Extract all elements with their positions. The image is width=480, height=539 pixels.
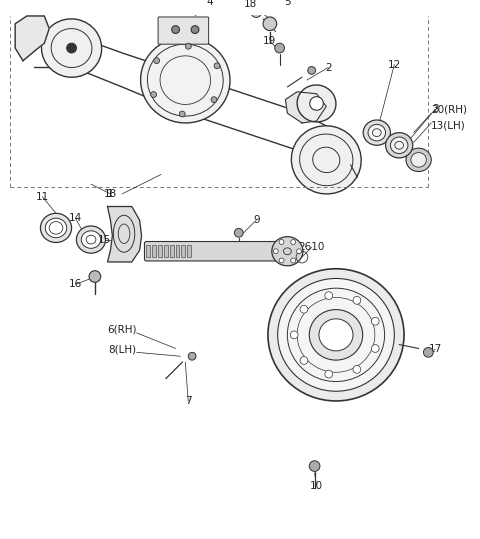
Ellipse shape bbox=[277, 279, 394, 391]
Ellipse shape bbox=[268, 269, 404, 401]
Circle shape bbox=[263, 17, 276, 31]
Text: 11: 11 bbox=[36, 192, 49, 202]
Polygon shape bbox=[15, 16, 49, 61]
Text: 18: 18 bbox=[104, 189, 117, 199]
Bar bbox=[164, 245, 168, 257]
Bar bbox=[170, 245, 174, 257]
Circle shape bbox=[372, 317, 379, 325]
Text: 6(RH): 6(RH) bbox=[107, 325, 137, 335]
Bar bbox=[158, 245, 162, 257]
Text: 13(LH): 13(LH) bbox=[431, 121, 466, 131]
Polygon shape bbox=[286, 92, 326, 123]
Circle shape bbox=[300, 305, 308, 313]
FancyBboxPatch shape bbox=[158, 17, 209, 44]
Ellipse shape bbox=[385, 133, 413, 158]
Ellipse shape bbox=[406, 148, 431, 171]
Text: 2: 2 bbox=[325, 63, 332, 73]
Text: 18: 18 bbox=[244, 0, 257, 9]
Circle shape bbox=[211, 96, 217, 102]
Ellipse shape bbox=[363, 120, 390, 146]
Circle shape bbox=[423, 348, 433, 357]
Text: 4: 4 bbox=[206, 0, 213, 8]
Polygon shape bbox=[108, 206, 142, 262]
Text: 5: 5 bbox=[284, 0, 291, 8]
Ellipse shape bbox=[291, 126, 361, 194]
Ellipse shape bbox=[76, 226, 106, 253]
Text: 14: 14 bbox=[69, 213, 82, 223]
Circle shape bbox=[154, 58, 159, 64]
Text: 17: 17 bbox=[429, 344, 442, 355]
Text: 3: 3 bbox=[432, 105, 438, 114]
Circle shape bbox=[309, 461, 320, 472]
Bar bbox=[146, 245, 150, 257]
Circle shape bbox=[172, 26, 180, 33]
Circle shape bbox=[290, 331, 298, 338]
Text: 19: 19 bbox=[263, 36, 276, 46]
Text: 7: 7 bbox=[185, 396, 192, 406]
Circle shape bbox=[308, 66, 315, 74]
Circle shape bbox=[310, 96, 324, 110]
Circle shape bbox=[372, 344, 379, 353]
Bar bbox=[187, 245, 191, 257]
Ellipse shape bbox=[45, 218, 67, 238]
Circle shape bbox=[180, 111, 185, 117]
Text: 10: 10 bbox=[310, 481, 323, 490]
Circle shape bbox=[297, 249, 301, 254]
Ellipse shape bbox=[297, 85, 336, 122]
Ellipse shape bbox=[272, 237, 303, 266]
Text: 1: 1 bbox=[107, 189, 114, 199]
Ellipse shape bbox=[81, 231, 101, 248]
Circle shape bbox=[151, 92, 156, 98]
Text: 12: 12 bbox=[388, 60, 401, 70]
Circle shape bbox=[291, 258, 296, 263]
Text: 20(RH): 20(RH) bbox=[431, 105, 467, 114]
Circle shape bbox=[275, 43, 285, 53]
Circle shape bbox=[279, 258, 284, 263]
Circle shape bbox=[89, 271, 101, 282]
Circle shape bbox=[300, 357, 308, 364]
Bar bbox=[176, 245, 180, 257]
Circle shape bbox=[251, 7, 262, 17]
Bar bbox=[152, 245, 156, 257]
Ellipse shape bbox=[319, 319, 353, 351]
Text: 8(LH): 8(LH) bbox=[108, 344, 137, 355]
Ellipse shape bbox=[368, 125, 385, 141]
Text: 2610: 2610 bbox=[299, 243, 325, 252]
Circle shape bbox=[325, 292, 333, 300]
Ellipse shape bbox=[41, 19, 102, 77]
Circle shape bbox=[279, 239, 284, 244]
Text: 9: 9 bbox=[253, 215, 260, 225]
Circle shape bbox=[353, 365, 361, 373]
Ellipse shape bbox=[309, 309, 363, 360]
Circle shape bbox=[185, 43, 191, 49]
FancyBboxPatch shape bbox=[144, 241, 285, 261]
Circle shape bbox=[214, 63, 220, 68]
Ellipse shape bbox=[390, 137, 408, 154]
Text: 15: 15 bbox=[98, 234, 111, 245]
Circle shape bbox=[234, 229, 243, 237]
Ellipse shape bbox=[411, 153, 426, 167]
Circle shape bbox=[353, 296, 361, 304]
Circle shape bbox=[273, 249, 278, 254]
Circle shape bbox=[67, 43, 76, 53]
Ellipse shape bbox=[40, 213, 72, 243]
Circle shape bbox=[291, 239, 296, 244]
Ellipse shape bbox=[141, 37, 230, 123]
Circle shape bbox=[325, 370, 333, 378]
Bar bbox=[181, 245, 185, 257]
Text: 16: 16 bbox=[69, 279, 82, 289]
Circle shape bbox=[188, 353, 196, 360]
Circle shape bbox=[191, 26, 199, 33]
